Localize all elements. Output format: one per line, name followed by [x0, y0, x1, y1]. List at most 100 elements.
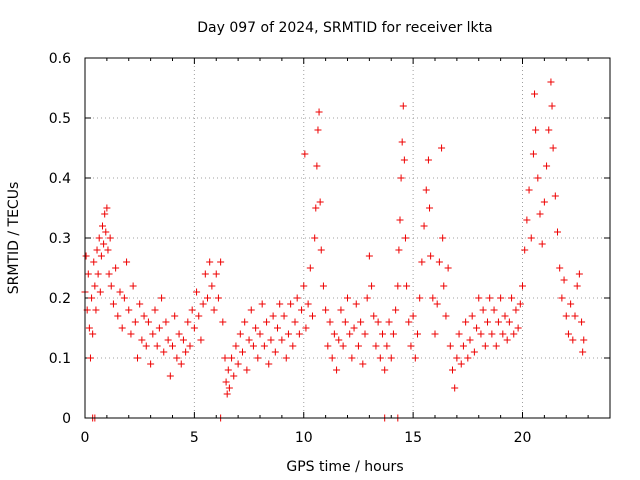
data-point	[424, 156, 432, 164]
data-point	[249, 342, 257, 350]
data-point	[549, 144, 557, 152]
data-point	[224, 366, 232, 374]
data-point	[512, 306, 520, 314]
data-point	[525, 186, 533, 194]
data-point	[519, 282, 526, 290]
data-point	[551, 192, 559, 200]
data-point	[129, 282, 137, 290]
data-point	[280, 312, 288, 320]
chart-title: Day 097 of 2024, SRMTID for receiver lkt…	[197, 20, 492, 36]
data-point	[212, 270, 220, 278]
data-point	[118, 324, 126, 332]
data-point	[112, 264, 120, 272]
y-tick-label: 0.3	[49, 231, 71, 247]
x-tick-label: 15	[404, 430, 422, 446]
data-point	[99, 222, 106, 230]
data-point	[232, 342, 240, 350]
data-point	[228, 354, 236, 362]
data-point	[521, 246, 529, 254]
y-tick-label: 0.2	[49, 291, 71, 307]
data-point	[497, 294, 505, 302]
data-point	[562, 312, 570, 320]
plot-frame	[84, 57, 611, 419]
data-point	[477, 330, 485, 338]
y-tick-label: 0.4	[49, 171, 71, 187]
data-point	[556, 264, 564, 272]
data-point	[315, 108, 323, 116]
data-point	[96, 288, 104, 296]
data-point	[263, 318, 271, 326]
data-point	[442, 312, 450, 320]
data-point	[573, 282, 581, 290]
data-point	[394, 282, 402, 290]
data-point	[245, 336, 253, 344]
data-point	[451, 384, 459, 392]
data-point	[397, 174, 405, 182]
data-point	[346, 330, 354, 338]
data-point	[440, 282, 448, 290]
data-point	[534, 174, 542, 182]
data-point	[455, 330, 463, 338]
data-point	[368, 282, 376, 290]
data-point	[158, 294, 166, 302]
data-point	[90, 258, 98, 266]
data-point	[219, 318, 227, 326]
data-point	[429, 294, 437, 302]
data-point	[301, 150, 309, 158]
data-point	[97, 252, 105, 260]
data-point	[284, 330, 292, 338]
data-point	[317, 246, 325, 254]
data-point	[105, 270, 113, 278]
data-point	[267, 336, 275, 344]
data-point	[536, 210, 544, 218]
data-point	[114, 312, 122, 320]
data-point	[580, 336, 588, 344]
data-point	[91, 282, 99, 290]
data-point	[204, 294, 211, 302]
data-point	[134, 354, 141, 362]
data-point	[350, 324, 358, 332]
data-point	[182, 348, 190, 356]
data-point	[260, 342, 268, 350]
x-axis-title: GPS time / hours	[286, 459, 403, 475]
data-point	[484, 318, 491, 326]
data-point	[162, 318, 170, 326]
data-point	[89, 330, 97, 338]
data-point	[155, 324, 163, 332]
data-point	[365, 252, 373, 260]
data-point	[210, 306, 218, 314]
data-point	[258, 300, 266, 308]
data-point	[407, 342, 415, 350]
data-point	[236, 330, 244, 338]
data-point	[392, 306, 400, 314]
data-point	[153, 342, 161, 350]
data-point	[300, 282, 308, 290]
data-point	[330, 330, 338, 338]
data-point	[313, 162, 321, 170]
x-tick-label: 0	[81, 430, 90, 446]
data-point	[322, 306, 330, 314]
data-point	[254, 354, 262, 362]
data-point	[265, 360, 273, 368]
data-point	[416, 294, 424, 302]
data-point	[383, 342, 391, 350]
data-point	[376, 354, 384, 362]
data-point	[166, 372, 174, 380]
data-point	[271, 348, 279, 356]
data-point	[387, 354, 395, 362]
data-point	[86, 354, 94, 362]
data-point	[459, 342, 467, 350]
data-point	[197, 336, 205, 344]
data-point	[433, 300, 441, 308]
data-point	[403, 282, 411, 290]
data-point	[289, 342, 297, 350]
y-tick-label: 0.1	[49, 351, 71, 367]
data-point	[548, 102, 556, 110]
data-point	[486, 294, 494, 302]
data-point	[335, 336, 343, 344]
data-point	[348, 354, 356, 362]
data-point	[184, 318, 192, 326]
data-point	[221, 354, 229, 362]
data-point	[186, 342, 194, 350]
